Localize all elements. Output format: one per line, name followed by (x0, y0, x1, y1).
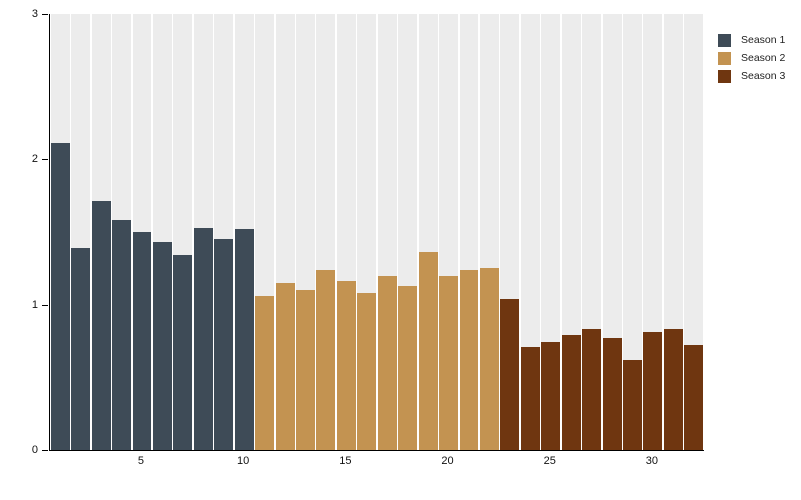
episode-bar (275, 282, 295, 450)
episode-slot (234, 14, 254, 450)
episode-slot (357, 14, 377, 450)
episode-bar (50, 143, 70, 450)
episode-slot (70, 14, 91, 450)
episode-bar (479, 268, 499, 450)
episode-slot (336, 14, 356, 450)
episode-bar (336, 281, 356, 450)
episode-slot (602, 14, 622, 450)
episode-slot (50, 14, 70, 450)
episode-bar (623, 359, 642, 450)
episode-slot (438, 14, 458, 450)
plot-area (49, 14, 704, 451)
x-tick-label: 10 (237, 455, 250, 467)
episode-slot (377, 14, 397, 450)
episode-slot (643, 14, 663, 450)
x-tick-label: 25 (543, 455, 556, 467)
episode-bar (663, 329, 683, 450)
episode-bar (255, 295, 275, 450)
episode-bar (214, 239, 234, 450)
episode-slot (111, 14, 131, 450)
episode-bar (91, 201, 111, 450)
episode-slot (91, 14, 111, 450)
y-tick-mark (42, 304, 48, 306)
episode-slot (132, 14, 152, 450)
episode-background-band (541, 14, 561, 450)
episode-slot (295, 14, 315, 450)
episode-slot (397, 14, 418, 450)
episode-slot (152, 14, 172, 450)
episode-bar (234, 229, 254, 450)
episode-slot (500, 14, 520, 450)
x-tick-label: 5 (137, 455, 145, 467)
episode-slot (663, 14, 683, 450)
episode-slot (193, 14, 213, 450)
episode-bar (71, 248, 91, 450)
episode-bar (377, 275, 397, 450)
episode-background-band (520, 14, 540, 450)
episode-bar (316, 269, 336, 450)
episode-bar (520, 346, 540, 450)
legend-item-season-1: Season 1 (718, 31, 785, 49)
y-tick-mark (42, 450, 48, 451)
episode-bar (459, 269, 479, 450)
episode-slot (541, 14, 561, 450)
legend-label: Season 2 (741, 52, 786, 64)
episode-bar (418, 252, 438, 450)
episode-slot (622, 14, 642, 450)
y-tick-label: 0 (31, 444, 38, 456)
episode-bar (561, 335, 581, 450)
y-tick-mark (42, 159, 48, 161)
episode-slot (581, 14, 602, 450)
episode-slot (479, 14, 499, 450)
episode-bar (132, 232, 152, 450)
y-tick-label: 1 (31, 298, 38, 311)
episode-slot (254, 14, 275, 450)
episode-bar (541, 342, 561, 450)
episode-background-band (623, 14, 642, 450)
legend-label: Season 1 (741, 34, 786, 46)
episode-bar (500, 298, 520, 450)
x-tick-label: 30 (645, 455, 659, 467)
episode-bar (643, 332, 663, 450)
episode-slot (459, 14, 479, 450)
episode-bar (112, 220, 131, 450)
episode-slot (520, 14, 540, 450)
episode-background-band (684, 14, 704, 450)
episode-bar (439, 275, 458, 450)
episode-bar (398, 285, 418, 450)
legend-label: Season 3 (741, 70, 786, 82)
y-tick-label: 3 (31, 8, 38, 20)
episode-bar (193, 227, 213, 450)
episode-slot (316, 14, 336, 450)
episode-bar (173, 255, 193, 450)
legend-swatch (718, 69, 731, 83)
legend: Season 1 Season 2 Season 3 (718, 31, 785, 85)
legend-swatch (718, 33, 731, 47)
episode-bar (602, 338, 622, 450)
episode-bar (152, 242, 172, 450)
legend-item-season-3: Season 3 (718, 67, 785, 85)
y-tick-label: 2 (31, 153, 38, 166)
legend-item-season-2: Season 2 (718, 49, 785, 67)
episode-slot (561, 14, 581, 450)
episode-slot (173, 14, 193, 450)
episode-bar (582, 329, 602, 450)
episode-slot (275, 14, 295, 450)
episode-slot (214, 14, 234, 450)
y-tick-mark (42, 14, 48, 15)
x-tick-label: 20 (441, 455, 454, 467)
episode-bar (357, 293, 377, 450)
episode-bar (684, 345, 704, 450)
episode-slot (418, 14, 438, 450)
episode-slot (684, 14, 704, 450)
legend-swatch (718, 51, 731, 65)
episode-bar (296, 290, 315, 450)
x-tick-label: 15 (339, 455, 352, 467)
